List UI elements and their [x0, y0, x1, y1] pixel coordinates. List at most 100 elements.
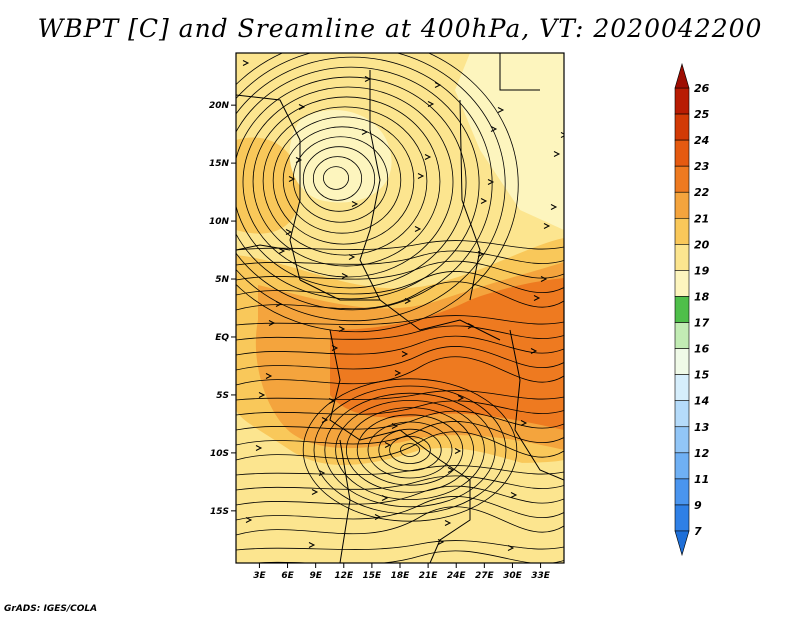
colorbar-box — [674, 452, 690, 480]
x-tick-label: 21E — [419, 571, 439, 581]
streamline-flow — [236, 390, 564, 401]
streamline-arrow — [457, 395, 465, 401]
streamline-arrow — [560, 132, 564, 138]
colorbar-label: 24 — [694, 134, 709, 147]
colorbar-label: 15 — [694, 369, 710, 382]
streamline-arrow — [278, 248, 286, 254]
y-tick-label: 10S — [210, 449, 229, 459]
colorbar-box — [674, 374, 690, 402]
y-axis: 20N 15N 10N 5N EQ 5S 10S 15S — [209, 101, 236, 517]
colorbar-label: 25 — [694, 108, 710, 121]
streamline-arrow — [490, 126, 498, 132]
streamline-flow — [236, 315, 564, 326]
streamline-flow — [236, 335, 564, 356]
field-23-core — [330, 278, 564, 430]
x-tick-label: 33E — [531, 571, 551, 581]
streamline-cyclone — [236, 76, 467, 289]
streamline-arrow — [480, 198, 488, 204]
streamline-arrow — [507, 545, 515, 551]
streamline-arrow — [348, 254, 356, 260]
country-border — [329, 329, 441, 461]
country-border — [429, 459, 471, 563]
y-tick-label: 15N — [209, 159, 230, 169]
colorbar-label: 17 — [694, 317, 710, 330]
streamline-arrow — [454, 448, 462, 454]
streamline-arrow — [533, 295, 541, 301]
streamline-flow — [236, 250, 564, 266]
streamline-arrow — [242, 60, 250, 66]
country-border — [299, 279, 501, 341]
streamline-cyclone — [272, 116, 415, 245]
streamline-eddy — [302, 378, 518, 522]
streamline-arrow — [563, 79, 564, 85]
streamline-flow — [236, 271, 564, 296]
streamline-flow — [236, 260, 564, 281]
colorbar-label: 22 — [694, 186, 710, 199]
x-tick-label: 30E — [503, 571, 523, 581]
streamline-flow — [236, 410, 564, 431]
colorbar-label: 13 — [694, 421, 710, 434]
streamline-cyclone — [302, 146, 376, 212]
streamline-arrow — [394, 370, 402, 376]
streamline-arrow — [275, 301, 283, 307]
streamline-arrow — [424, 154, 432, 160]
x-tick-label: 12E — [334, 571, 354, 581]
streamline-flow — [236, 485, 564, 506]
colorbar-box — [674, 113, 690, 141]
streamline-eddy — [378, 428, 442, 472]
streamline-arrow — [427, 101, 435, 107]
streamline-arrow — [328, 398, 336, 404]
country-border — [459, 99, 481, 301]
streamline-arrow — [381, 495, 389, 501]
streamline-cyclone — [236, 53, 506, 322]
streamline-arrow — [444, 520, 452, 526]
streamline-flow — [236, 346, 564, 371]
grads-credit: GrADS: IGES/COLA — [4, 604, 98, 614]
colorbar-label: 11 — [694, 473, 709, 486]
colorbar-box — [674, 400, 690, 428]
streamline-arrow — [245, 517, 253, 523]
streamline-arrow — [321, 417, 329, 423]
colorbar-label: 20 — [694, 238, 710, 251]
colorbar-label: 14 — [694, 395, 709, 408]
streamline-arrow — [295, 157, 303, 163]
colorbar-bottom-triangle — [674, 530, 690, 557]
wbpt-field — [236, 53, 564, 563]
streamline-arrow — [318, 470, 326, 476]
streamline-arrow — [268, 320, 276, 326]
streamline-eddy — [367, 421, 453, 479]
y-tick-label: 5S — [216, 391, 229, 401]
country-border — [359, 70, 381, 301]
colorbar-box — [674, 270, 690, 297]
streamline-flow — [236, 281, 564, 311]
streamline-flow — [236, 325, 564, 341]
streamline-cyclone — [312, 156, 363, 201]
streamline-eddy — [356, 414, 464, 486]
streamline-flow — [236, 496, 564, 521]
colorbar-box — [674, 478, 690, 506]
streamline-arrow — [374, 514, 382, 520]
y-tick-label: 20N — [209, 101, 230, 111]
colorbar-box — [674, 348, 690, 375]
streamline-flow — [236, 465, 564, 476]
streamline-arrow — [520, 420, 528, 426]
streamline-cyclone — [262, 106, 428, 256]
streamline-arrow — [285, 229, 293, 235]
streamline-flow — [236, 540, 564, 551]
streamline-arrow — [401, 351, 409, 357]
field-20-southeast — [460, 460, 564, 563]
y-tick-label: EQ — [215, 333, 229, 343]
streamline-arrow — [308, 542, 316, 548]
streamline-eddy — [313, 385, 507, 515]
y-tick-label: 15S — [210, 507, 229, 517]
colorbar-top-triangle — [674, 62, 690, 89]
colorbar-box — [674, 191, 690, 219]
country-border — [339, 439, 351, 563]
chart-title: WBPT [C] and Sreamline at 400hPa, VT: 20… — [37, 14, 763, 43]
colorbar: 26 25 24 23 22 21 20 19 18 17 16 15 14 13 12 11 9 7 — [674, 62, 710, 557]
colorbar-label: 21 — [694, 212, 709, 225]
y-tick-label: 5N — [215, 275, 229, 285]
x-tick-label: 27E — [475, 571, 495, 581]
streamline-cyclone — [282, 126, 402, 234]
streamline-flow — [236, 506, 564, 536]
